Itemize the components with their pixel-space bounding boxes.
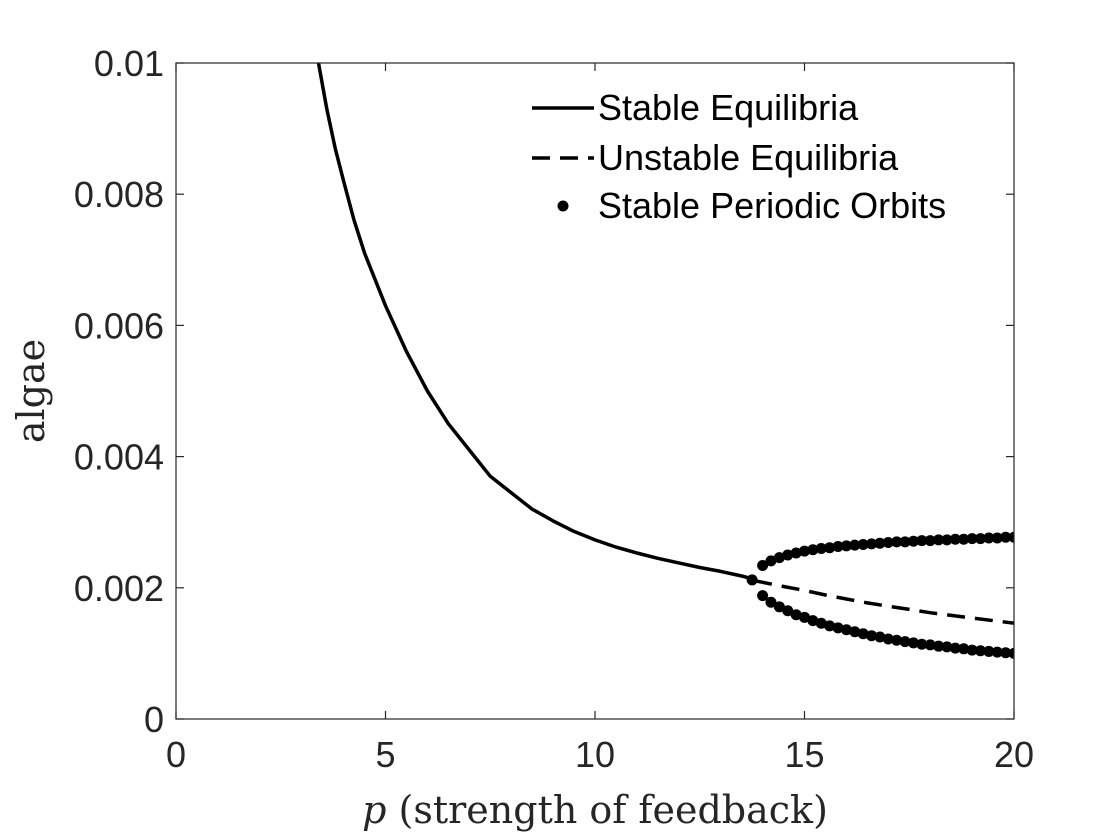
- periodic-orbit-point: [933, 640, 945, 652]
- plot-area: [316, 63, 1014, 659]
- periodic-orbit-point: [866, 538, 878, 550]
- legend: Stable Equilibria Unstable Equilibria Stab…: [532, 87, 946, 226]
- periodic-orbit-point: [958, 643, 970, 655]
- periodic-orbit-point: [933, 534, 945, 546]
- periodic-orbit-point: [765, 555, 777, 567]
- periodic-orbit-point: [815, 617, 827, 629]
- periodic-orbit-point: [891, 634, 903, 646]
- periodic-orbit-point: [991, 646, 1003, 658]
- periodic-orbit-point: [824, 620, 836, 632]
- periodic-orbit-point: [790, 547, 802, 559]
- periodic-orbit-point: [941, 641, 953, 653]
- periodic-orbit-point: [824, 542, 836, 554]
- periodic-orbit-point: [773, 601, 785, 613]
- periodic-orbit-point: [849, 539, 861, 551]
- periodic-orbit-point: [916, 535, 928, 547]
- periodic-orbit-point: [840, 540, 852, 552]
- periodic-orbit-point: [907, 637, 919, 649]
- periodic-orbit-point: [966, 644, 978, 656]
- periodic-orbit-point: [1008, 531, 1014, 543]
- periodic-orbit-point: [924, 535, 936, 547]
- x-tick-label: 0: [166, 734, 186, 775]
- axis-ticks: 0 5 10 15 20 0 0.002 0.004 0.006 0.008 0.01: [74, 43, 1034, 775]
- x-tick-label: 10: [575, 734, 615, 775]
- legend-label: Unstable Equilibria: [598, 137, 899, 178]
- periodic-orbit-point: [782, 549, 794, 561]
- y-tick-label: 0.01: [94, 43, 164, 84]
- periodic-orbit-point: [983, 532, 995, 544]
- periodic-orbit-point: [974, 645, 986, 657]
- periodic-orbit-point: [966, 533, 978, 545]
- legend-label: Stable Equilibria: [598, 87, 859, 128]
- periodic-orbit-point: [1008, 647, 1014, 659]
- periodic-orbit-point: [991, 532, 1003, 544]
- periodic-orbit-point: [949, 533, 961, 545]
- periodic-orbit-point: [782, 605, 794, 617]
- periodic-orbit-point: [746, 574, 758, 586]
- periodic-orbit-point: [840, 624, 852, 636]
- periodic-orbit-point: [983, 645, 995, 657]
- periodic-orbit-point: [866, 630, 878, 642]
- periodic-orbit-point: [949, 642, 961, 654]
- periodic-orbit-point: [1000, 647, 1012, 659]
- periodic-orbit-point: [857, 539, 869, 551]
- periodic-orbit-point: [958, 533, 970, 545]
- periodic-orbit-point: [815, 542, 827, 554]
- periodic-orbit-point: [874, 537, 886, 549]
- periodic-orbit-point: [807, 544, 819, 556]
- periodic-orbit-point: [799, 545, 810, 557]
- series-stable-equilibria: [316, 63, 755, 581]
- periodic-orbit-point: [849, 626, 861, 638]
- periodic-orbit-point: [807, 615, 819, 627]
- periodic-orbit-point: [773, 552, 785, 564]
- periodic-orbit-point: [874, 631, 886, 643]
- x-axis-description: (strength of feedback): [386, 788, 827, 832]
- periodic-orbit-point: [857, 628, 869, 640]
- y-tick-label: 0.006: [74, 305, 164, 346]
- periodic-orbit-point: [924, 639, 936, 651]
- periodic-orbit-point: [907, 535, 919, 547]
- y-tick-label: 0.004: [74, 437, 164, 478]
- periodic-orbit-point: [790, 609, 802, 621]
- x-tick-label: 20: [994, 734, 1034, 775]
- periodic-orbit-point: [974, 533, 986, 545]
- periodic-orbit-point: [765, 596, 777, 608]
- y-axis-label: algae: [9, 339, 53, 443]
- periodic-orbit-point: [832, 540, 844, 552]
- legend-key-marker: [557, 200, 569, 212]
- periodic-orbit-point: [757, 590, 769, 602]
- y-tick-label: 0.002: [74, 568, 164, 609]
- periodic-orbit-point: [757, 559, 769, 571]
- periodic-orbit-point: [899, 536, 911, 548]
- periodic-orbit-point: [882, 633, 894, 645]
- periodic-orbit-point: [1000, 531, 1012, 543]
- periodic-orbit-point: [941, 534, 953, 546]
- x-axis-variable: p: [362, 788, 386, 832]
- x-axis-label: p (strength of feedback): [362, 788, 828, 832]
- periodic-orbit-point: [916, 638, 928, 650]
- legend-label: Stable Periodic Orbits: [598, 185, 946, 226]
- x-tick-label: 15: [784, 734, 824, 775]
- periodic-orbit-point: [832, 622, 844, 634]
- periodic-orbit-point: [799, 611, 810, 623]
- series-stable-periodic-orbits: [746, 531, 1014, 659]
- periodic-orbit-point: [891, 536, 903, 548]
- y-tick-label: 0: [144, 699, 164, 740]
- periodic-orbit-point: [882, 537, 894, 549]
- x-tick-label: 5: [375, 734, 395, 775]
- periodic-orbit-point: [899, 636, 911, 648]
- y-tick-label: 0.008: [74, 174, 164, 215]
